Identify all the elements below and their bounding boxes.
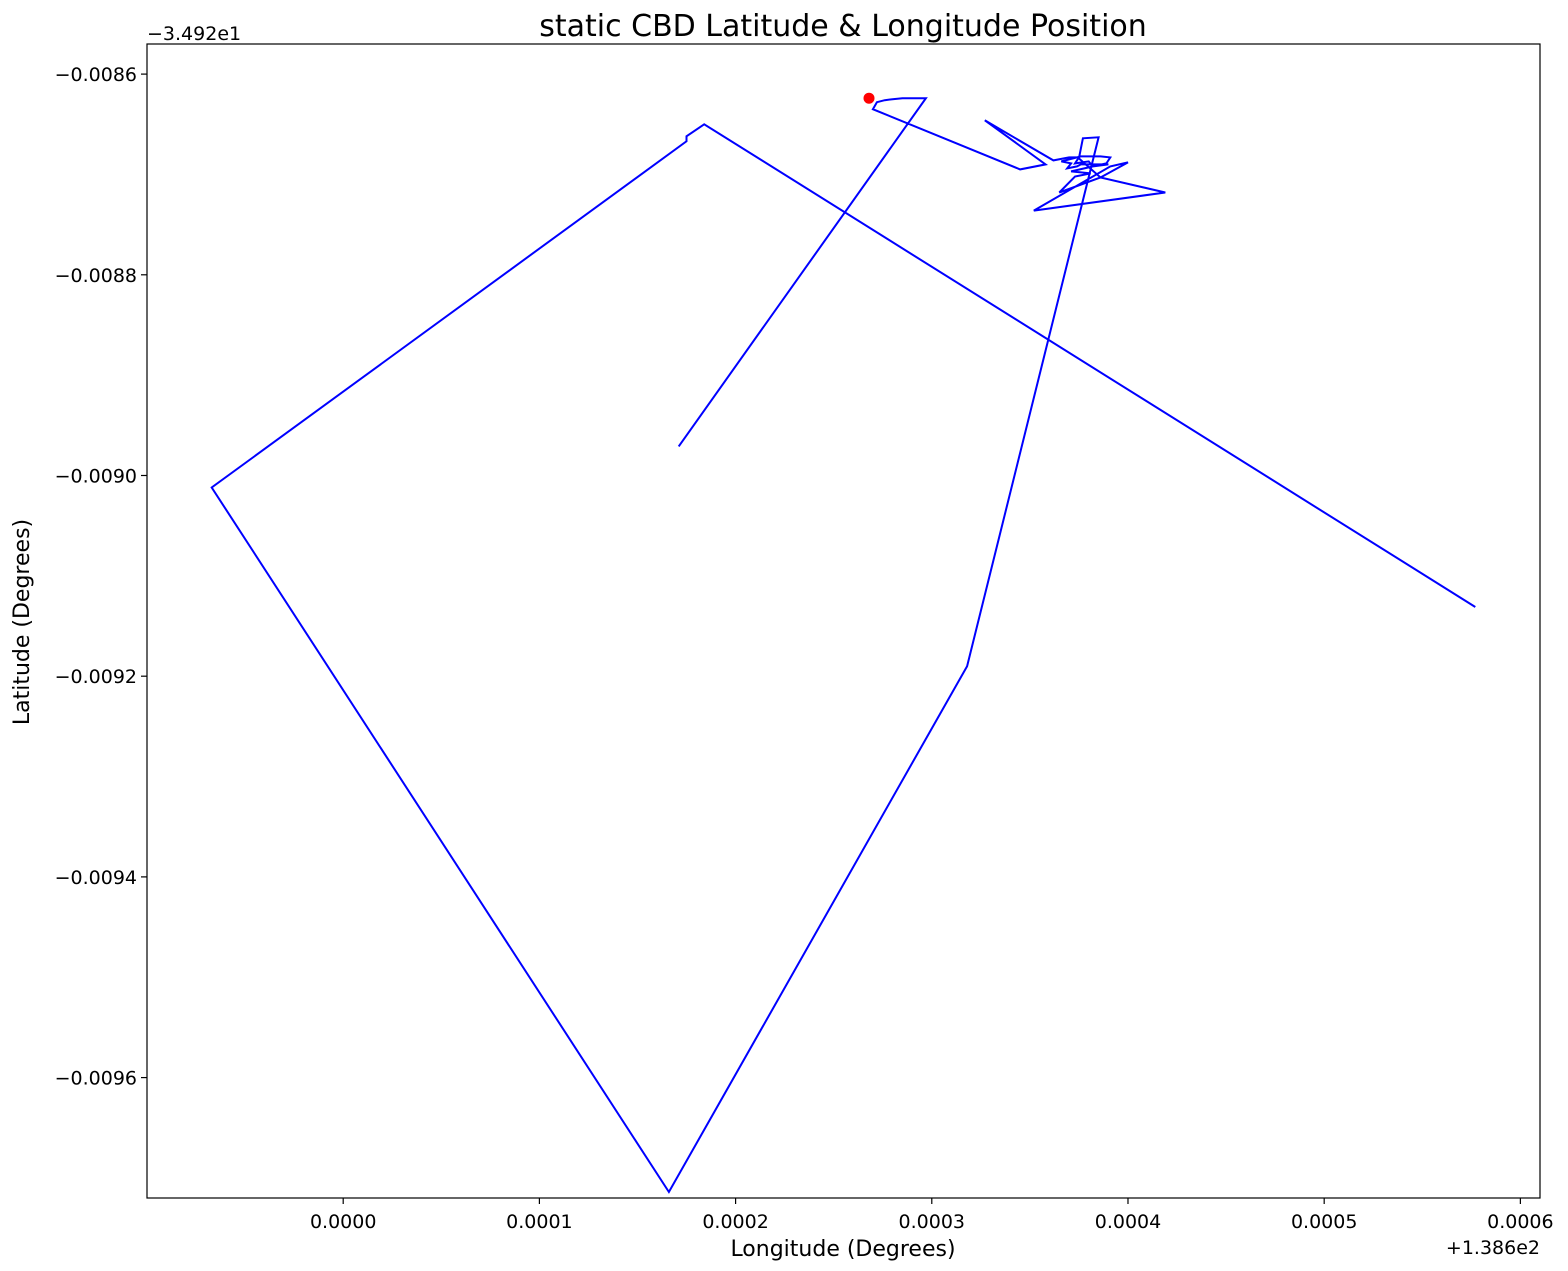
y-offset-label: −3.492e1 bbox=[147, 23, 241, 45]
x-offset-label: +1.386e2 bbox=[1446, 1237, 1540, 1259]
x-tick-label: 0.0000 bbox=[310, 1211, 376, 1233]
x-axis-label: Longitude (Degrees) bbox=[730, 1237, 955, 1262]
path-line bbox=[210, 97, 1476, 1194]
x-tick-label: 0.0004 bbox=[1095, 1211, 1161, 1233]
y-tick-label: −0.0086 bbox=[55, 64, 137, 86]
start-point-marker bbox=[863, 92, 875, 104]
x-tick-label: 0.0003 bbox=[899, 1211, 965, 1233]
x-tick-label: 0.0006 bbox=[1487, 1211, 1553, 1233]
chart-title: static CBD Latitude & Longitude Position bbox=[539, 9, 1147, 44]
x-ticks: 0.0000 0.0001 0.0002 0.0003 0.0004 0.0005 0.00… bbox=[310, 1198, 1554, 1233]
y-axis-label: Latitude (Degrees) bbox=[10, 519, 35, 725]
x-tick-label: 0.0002 bbox=[702, 1211, 768, 1233]
y-tick-label: −0.0090 bbox=[55, 465, 137, 487]
plot-layer bbox=[210, 92, 1476, 1194]
y-tick-label: −0.0088 bbox=[55, 265, 137, 287]
y-ticks: −0.0086 −0.0088 −0.0090 −0.0092 −0.0094 −0.00… bbox=[55, 64, 147, 1090]
x-tick-label: 0.0001 bbox=[506, 1211, 572, 1233]
x-tick-label: 0.0005 bbox=[1291, 1211, 1357, 1233]
plot-frame bbox=[146, 43, 1541, 1199]
y-tick-label: −0.0096 bbox=[55, 1068, 137, 1090]
y-tick-label: −0.0094 bbox=[55, 867, 137, 889]
y-tick-label: −0.0092 bbox=[55, 666, 137, 688]
